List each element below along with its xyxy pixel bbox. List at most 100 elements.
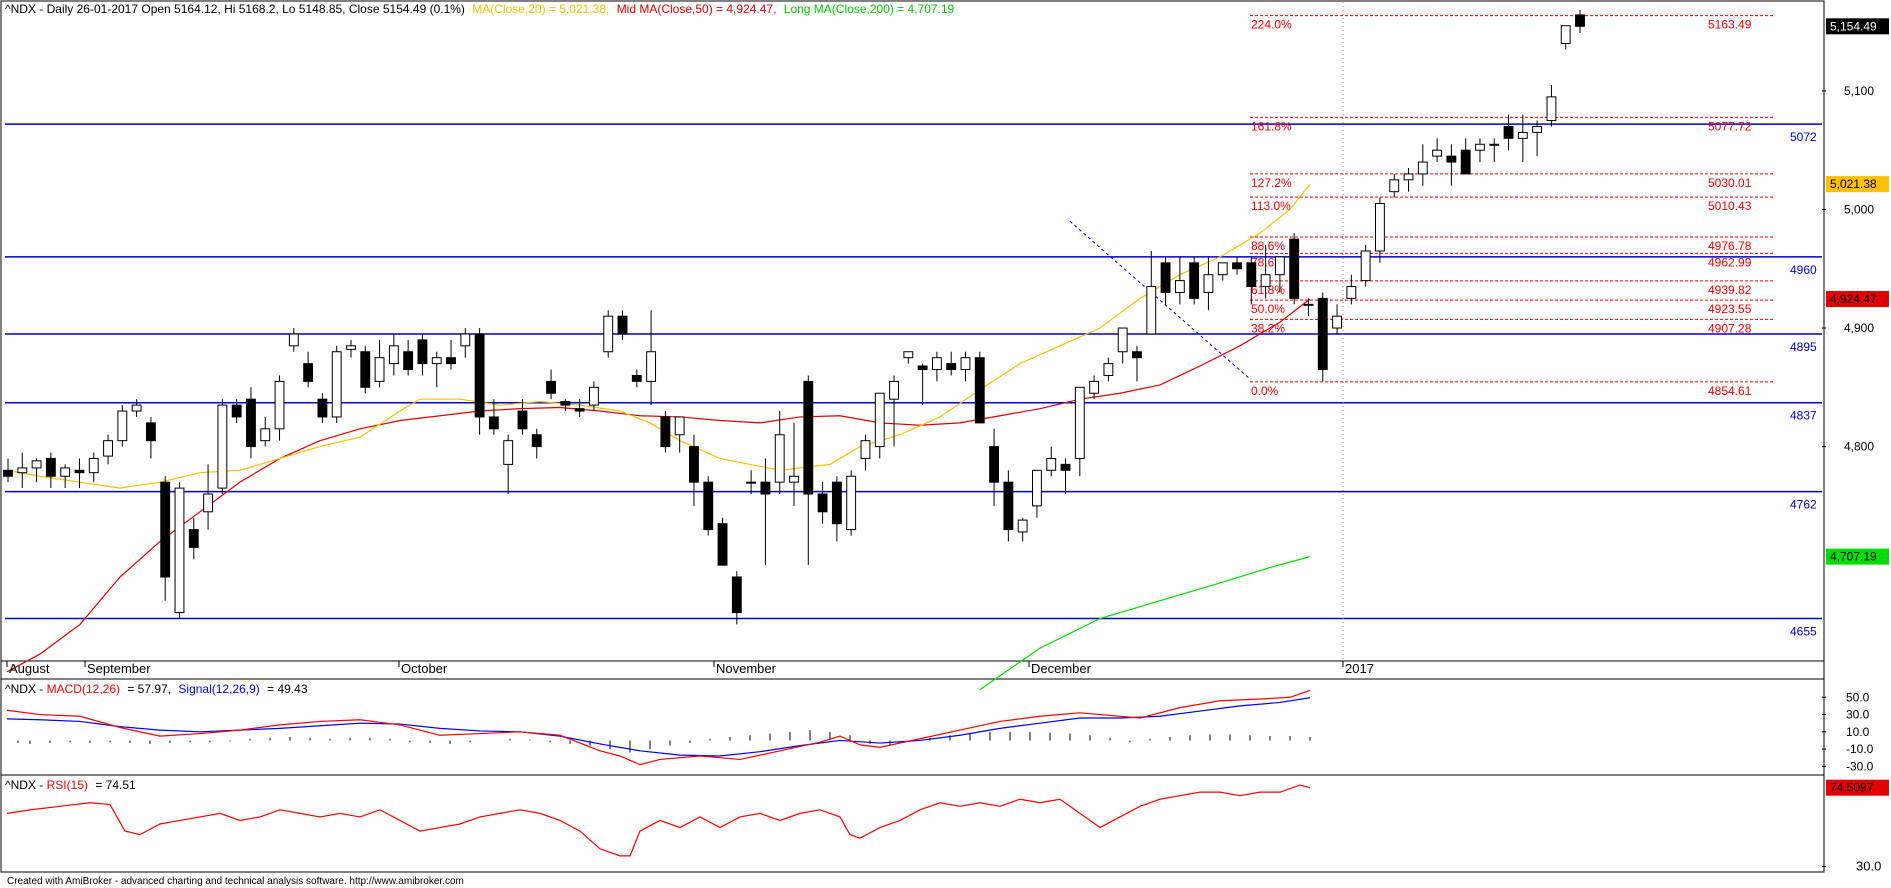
candle-body bbox=[274, 380, 285, 430]
fib-level-price: 5163.49 bbox=[1708, 18, 1752, 32]
macd-axis: 50.0 30.0 10.0 -10.0 -30.0 bbox=[1822, 690, 1874, 773]
candle-body bbox=[174, 487, 185, 614]
candle-body bbox=[846, 475, 857, 531]
last-value-badge-text: 5,021.38 bbox=[1830, 177, 1877, 191]
candle-body bbox=[331, 351, 342, 418]
last-value-badge bbox=[1826, 18, 1889, 35]
candle-body bbox=[360, 351, 371, 388]
x-axis-label: October bbox=[401, 661, 448, 676]
candle-body bbox=[560, 401, 571, 406]
candle-body bbox=[1217, 262, 1228, 276]
candle-body bbox=[1332, 315, 1342, 329]
x-axis-label: September bbox=[87, 661, 151, 676]
fib-level-price: 4907.28 bbox=[1708, 321, 1752, 335]
candle-body bbox=[917, 365, 928, 371]
last-value-badge bbox=[1826, 176, 1889, 193]
candle-body bbox=[188, 529, 199, 548]
macd-tick-label: 30.0 bbox=[1846, 708, 1870, 722]
support-line-label: 4837 bbox=[1790, 409, 1817, 423]
candle-body bbox=[1274, 256, 1285, 276]
fib-level-percent: 161.8% bbox=[1251, 119, 1292, 133]
candle-body bbox=[960, 357, 971, 371]
candle-body bbox=[1160, 262, 1171, 293]
candle-body bbox=[374, 357, 385, 382]
candle-body bbox=[88, 457, 99, 474]
candle-body bbox=[903, 351, 914, 359]
candle-body bbox=[403, 351, 414, 371]
candle-body bbox=[1003, 481, 1014, 531]
trendline-segment bbox=[1069, 220, 1251, 380]
macd-header-signal-value: = 49.43 bbox=[267, 682, 308, 696]
candle-body bbox=[974, 357, 985, 424]
fib-level-price: 5077.72 bbox=[1708, 119, 1752, 133]
fibonacci-levels: 224.0% 5163.49 161.8% 5077.72 127.2% 5030.01 1… bbox=[1250, 15, 1775, 398]
fib-level-percent: 113.0% bbox=[1251, 199, 1291, 213]
panel-frames bbox=[0, 0, 1825, 873]
rsi-badge bbox=[1826, 779, 1889, 796]
candle-body bbox=[1174, 280, 1185, 293]
price-tick-label: 5,000 bbox=[1844, 202, 1874, 216]
fib-level-price: 5030.01 bbox=[1708, 176, 1752, 190]
candle-body bbox=[546, 380, 556, 394]
last-value-badge-text: 5,154.49 bbox=[1830, 19, 1877, 33]
fib-level-percent: 61.8% bbox=[1251, 283, 1285, 297]
macd-line bbox=[6, 689, 1311, 766]
moving-averages bbox=[6, 183, 1311, 691]
macd-header-prefix: ^NDX - bbox=[5, 682, 47, 696]
candle-body bbox=[446, 357, 456, 365]
candle-body bbox=[488, 416, 499, 430]
fib-level-percent: 127.2% bbox=[1251, 176, 1292, 190]
candle-body bbox=[703, 481, 714, 531]
candle-body bbox=[1074, 386, 1085, 459]
candle-body bbox=[689, 446, 699, 483]
x-axis-label: November bbox=[716, 661, 777, 676]
candle-body bbox=[1489, 143, 1500, 146]
macd-lines bbox=[6, 689, 1311, 766]
x-axis-labels: August September October November December 20… bbox=[6, 661, 1374, 676]
macd-panel: 50.0 30.0 10.0 -10.0 -30.0 ^NDX - MACD(12,26… bbox=[5, 682, 1874, 773]
candle-body bbox=[131, 404, 142, 412]
price-header: ^NDX - Daily 26-01-2017 Open 5164.12, Hi… bbox=[5, 2, 955, 16]
candle-body bbox=[3, 469, 13, 477]
candle-body bbox=[1146, 286, 1157, 335]
fib-level-price: 5010.43 bbox=[1708, 199, 1752, 213]
price-header-ma50: Mid MA(Close,50) = 4,924.47, bbox=[617, 2, 777, 16]
candle-body bbox=[1346, 286, 1357, 299]
candle-body bbox=[217, 404, 228, 489]
fib-level-percent: 88.6% bbox=[1251, 239, 1285, 253]
candle-body bbox=[31, 460, 42, 469]
price-tick-label: 5,100 bbox=[1844, 84, 1874, 98]
candle-body bbox=[288, 333, 299, 347]
rsi-header-prefix: ^NDX - bbox=[5, 778, 47, 792]
candle-body bbox=[1103, 363, 1114, 376]
candle-body bbox=[346, 345, 356, 350]
fib-level-percent: 0.0% bbox=[1251, 384, 1279, 398]
rsi-tick-label: 30.0 bbox=[1856, 858, 1881, 873]
candle-body bbox=[889, 380, 899, 400]
price-header-main: ^NDX - Daily 26-01-2017 Open 5164.12, Hi… bbox=[5, 2, 465, 16]
candle-body bbox=[317, 398, 328, 418]
macd-header-macd-label: MACD(12,26) bbox=[47, 682, 120, 696]
candle-body bbox=[531, 434, 542, 448]
x-axis-label: August bbox=[9, 661, 50, 676]
candle-body bbox=[631, 374, 642, 382]
candle-body bbox=[1575, 14, 1585, 27]
last-value-badge-text: 4,707.19 bbox=[1830, 550, 1877, 564]
candle-body bbox=[1203, 274, 1214, 293]
fib-level-price: 4962.99 bbox=[1708, 255, 1752, 269]
footer-credit: Created with AmiBroker - advanced charti… bbox=[7, 876, 464, 887]
price-tick-label: 4,800 bbox=[1844, 440, 1874, 454]
price-panel: 5072 4960 4895 4837 4762 4655 224.0% 5163.49 16… bbox=[3, 2, 1889, 691]
last-value-badges: 5,154.49 5,021.38 4,924.47 4,707.19 bbox=[1826, 18, 1889, 565]
candle-body bbox=[789, 475, 799, 483]
candle-body bbox=[817, 493, 828, 513]
candle-body bbox=[260, 428, 271, 442]
ma50-line bbox=[6, 298, 1311, 673]
ma20-line bbox=[6, 183, 1311, 489]
candle-body bbox=[503, 440, 514, 465]
candle-body bbox=[1260, 274, 1271, 288]
rsi-line bbox=[6, 784, 1311, 857]
candle-body bbox=[474, 333, 485, 418]
candle-body bbox=[1303, 303, 1314, 306]
